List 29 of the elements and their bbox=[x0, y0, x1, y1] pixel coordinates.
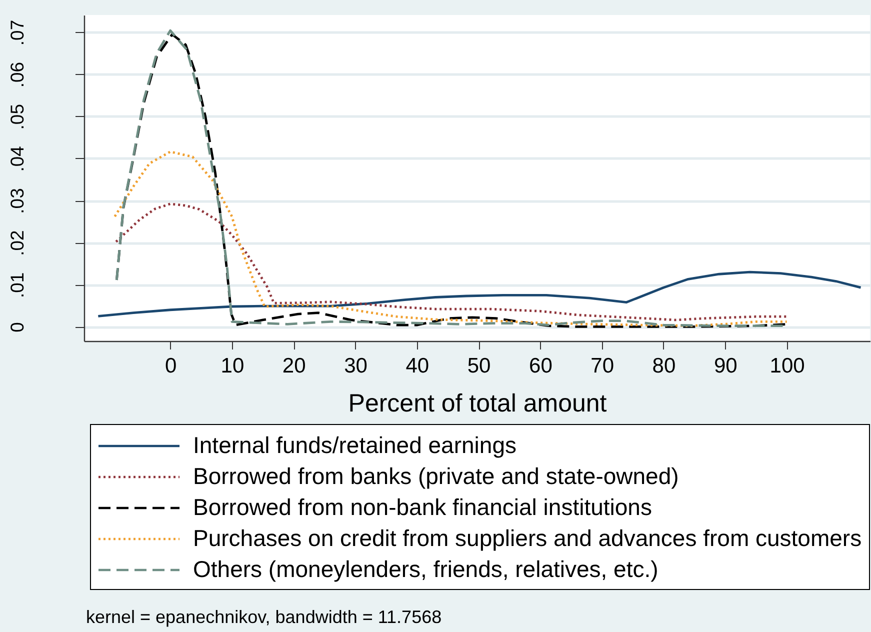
line-series bbox=[114, 150, 788, 328]
x-tick-label: 90 bbox=[714, 354, 738, 378]
y-tick-label: .05 bbox=[6, 104, 28, 130]
x-tick-label: 40 bbox=[406, 354, 430, 378]
y-tick-label: .04 bbox=[6, 146, 28, 172]
x-axis-title: Percent of total amount bbox=[348, 390, 607, 418]
x-tick-label: 0 bbox=[164, 354, 177, 378]
y-tick-label: .02 bbox=[6, 230, 28, 256]
x-tick-label: 60 bbox=[529, 354, 552, 378]
y-tick-label: .07 bbox=[6, 20, 28, 46]
x-tick-label: 20 bbox=[282, 354, 306, 378]
legend-label: Purchases on credit from suppliers and advances from customers bbox=[193, 525, 862, 551]
line-series bbox=[96, 270, 862, 318]
x-tick-label: 50 bbox=[467, 354, 491, 378]
x-tick-label: 100 bbox=[770, 354, 805, 378]
text: kernel = epanechnikov, bandwidth = 11.7568 bbox=[86, 607, 442, 627]
x-tick-label: 70 bbox=[590, 354, 614, 378]
legend-label: Borrowed from non-bank financial institutions bbox=[193, 494, 652, 520]
line-series bbox=[114, 202, 788, 322]
x-tick-label: 80 bbox=[652, 354, 676, 378]
y-tick-label: 0 bbox=[6, 322, 28, 332]
y-tick-label: .01 bbox=[6, 272, 28, 298]
y-tick-label: .06 bbox=[6, 62, 28, 88]
y-tick-label: .03 bbox=[6, 188, 28, 214]
legend-label: Internal funds/retained earnings bbox=[193, 432, 516, 458]
legend-label: Others (moneylenders, friends, relatives, etc.) bbox=[193, 556, 658, 582]
x-tick-label: 30 bbox=[344, 354, 368, 378]
legend-label: Borrowed from banks (private and state-owned) bbox=[193, 463, 679, 489]
x-tick-label: 10 bbox=[220, 354, 244, 378]
